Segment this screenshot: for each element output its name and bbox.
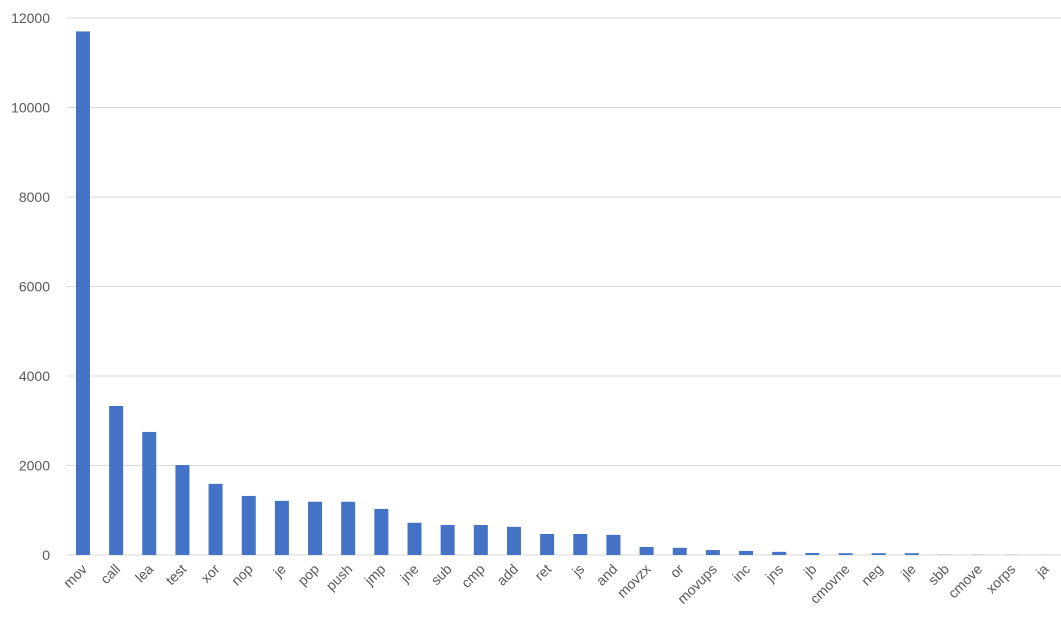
x-tick-label: movzx: [614, 561, 654, 601]
bar: [341, 501, 356, 555]
bar: [208, 483, 223, 555]
bar: [109, 405, 124, 555]
bar: [805, 552, 820, 555]
bar: [75, 31, 90, 556]
bar: [705, 550, 720, 555]
bar: [407, 522, 422, 555]
bar: [871, 553, 886, 555]
y-tick-label: 10000: [11, 100, 50, 116]
x-tick-label: push: [323, 561, 356, 594]
bar: [904, 553, 919, 555]
bar: [175, 465, 190, 555]
x-tick-label: neg: [858, 561, 886, 589]
bar: [739, 550, 754, 555]
x-tick-label: ja: [1032, 561, 1052, 581]
x-tick-label: cmp: [458, 561, 488, 591]
y-tick-label: 2000: [19, 458, 50, 474]
bar: [540, 533, 555, 555]
bar: [374, 508, 389, 555]
x-tick-label: jle: [897, 561, 919, 583]
x-tick-label: jns: [762, 561, 787, 586]
x-tick-label: mov: [60, 561, 90, 591]
x-tick-label: jb: [800, 561, 820, 581]
x-tick-label: jmp: [361, 561, 389, 589]
bar: [838, 553, 853, 555]
x-tick-label: add: [493, 561, 521, 589]
y-tick-label: 6000: [19, 279, 50, 295]
x-tick-label: lea: [132, 561, 157, 586]
x-tick-label: pop: [294, 561, 322, 589]
bar: [274, 500, 289, 555]
bar: [308, 501, 323, 555]
bar: [639, 546, 654, 555]
bar: [142, 431, 157, 555]
bar: [241, 495, 256, 555]
x-tick-label: or: [667, 561, 687, 581]
x-tick-label: sbb: [925, 561, 952, 588]
x-tick-label: cmove: [945, 561, 986, 602]
bar: [506, 526, 521, 555]
y-tick-label: 8000: [19, 189, 50, 205]
x-tick-label: js: [568, 561, 587, 580]
y-tick-label: 12000: [11, 10, 50, 26]
bar: [772, 551, 787, 555]
x-tick-label: xorps: [983, 561, 1019, 597]
x-tick-label: inc: [729, 561, 753, 585]
bar: [573, 533, 588, 555]
y-tick-label: 4000: [19, 368, 50, 384]
y-tick-label: 0: [42, 547, 50, 563]
x-tick-label: je: [269, 561, 289, 581]
x-tick-label: sub: [428, 561, 455, 588]
x-tick-label: test: [162, 561, 189, 588]
bar: [672, 547, 687, 555]
x-tick-label: call: [97, 561, 123, 587]
x-tick-label: ret: [531, 561, 554, 584]
bar: [473, 525, 488, 555]
x-tick-label: xor: [198, 561, 223, 586]
bar: [606, 534, 621, 555]
x-tick-label: and: [593, 561, 621, 589]
x-tick-label: jne: [396, 561, 421, 586]
bar: [440, 525, 455, 555]
x-tick-label: nop: [228, 561, 256, 589]
